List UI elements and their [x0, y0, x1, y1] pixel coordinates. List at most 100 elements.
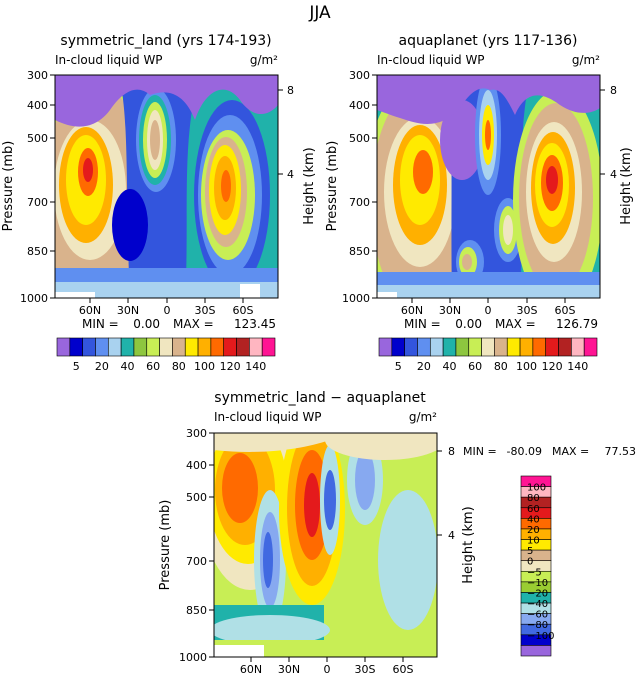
y-tick-label: 500	[349, 132, 370, 145]
colorbar-label: 60	[468, 360, 482, 373]
panel-left-label: In-cloud liquid WP	[377, 53, 485, 67]
y2-axis-label: Height (km)	[461, 506, 476, 583]
colorbar: 5 20 40 60 80 100 120 140	[378, 337, 598, 373]
colorbar-label: 100	[527, 483, 546, 494]
colorbar-swatch	[120, 337, 135, 357]
colorbar-swatch	[184, 337, 199, 357]
x-tick-label: 30S	[517, 304, 538, 317]
colorbar-swatch	[56, 337, 71, 357]
colorbar-swatch	[69, 337, 83, 357]
x-tick-label: 30N	[117, 304, 139, 317]
colorbar-label: −100	[527, 631, 554, 642]
colorbar-swatch	[506, 337, 521, 357]
colorbar-label: 20	[527, 525, 540, 536]
y2-tick-label: 8	[610, 84, 617, 97]
y2-axis-label: Height (km)	[619, 147, 634, 224]
stats-line: MIN = 0.00 MAX = 126.79	[404, 317, 598, 331]
colorbar-label: 5	[527, 546, 533, 557]
colorbar-swatch	[571, 337, 585, 357]
colorbar-swatch	[481, 337, 495, 357]
colorbar-swatch	[494, 337, 508, 357]
max-label: MAX =	[173, 317, 214, 331]
y-tick-label: 400	[186, 459, 207, 472]
min-value: 0.00	[133, 317, 160, 331]
x-axis-ticks: 60N 30N 0 30S 60S	[79, 298, 254, 317]
colorbar-swatch	[442, 337, 457, 357]
y-tick-label: 300	[349, 69, 370, 82]
contour-field	[55, 75, 278, 298]
min-value: 0.00	[455, 317, 482, 331]
x-tick-label: 30N	[439, 304, 461, 317]
colorbar-label: −20	[527, 588, 548, 599]
colorbar-label: 100	[194, 360, 215, 373]
panel-units-label: g/m²	[250, 53, 278, 67]
y2-tick-label: 8	[448, 445, 455, 458]
x-tick-label: 0	[164, 304, 171, 317]
colorbar-label: 20	[95, 360, 109, 373]
colorbar-swatch	[223, 337, 237, 357]
colorbar-swatch	[520, 645, 552, 657]
colorbar-label: 60	[146, 360, 160, 373]
colorbar-label: 5	[73, 360, 80, 373]
x-tick-label: 0	[485, 304, 492, 317]
y-tick-label: 1000	[179, 651, 207, 664]
colorbar-swatch	[249, 337, 263, 357]
min-value: -80.09	[507, 445, 542, 458]
y-tick-label: 850	[349, 245, 370, 258]
y2-axis-ticks: 8 4	[278, 84, 294, 181]
y-tick-label: 500	[186, 491, 207, 504]
y2-tick-label: 4	[448, 529, 455, 542]
colorbar-swatch	[468, 337, 482, 357]
y-tick-label: 1000	[342, 292, 370, 305]
y-tick-label: 850	[186, 604, 207, 617]
y-tick-label: 1000	[20, 292, 48, 305]
x-tick-label: 60N	[401, 304, 423, 317]
colorbar-swatch	[532, 337, 547, 357]
colorbar-label: 40	[443, 360, 457, 373]
y-tick-label: 500	[27, 132, 48, 145]
colorbar-label: 120	[542, 360, 563, 373]
figure-title: JJA	[308, 3, 331, 23]
colorbar-swatch	[236, 337, 250, 357]
colorbar-label: 80	[494, 360, 508, 373]
colorbar-label: −60	[527, 610, 548, 621]
y2-axis-ticks: 8 4	[600, 84, 617, 181]
x-tick-label: 60S	[393, 663, 414, 676]
colorbar-label: 0	[527, 557, 533, 568]
colorbar-swatch	[429, 337, 444, 357]
colorbar-swatch	[545, 337, 559, 357]
colorbar-swatch	[404, 337, 418, 357]
colorbar-swatch	[95, 337, 109, 357]
y2-tick-label: 8	[287, 84, 294, 97]
min-label: MIN =	[463, 445, 497, 458]
colorbar-label: −80	[527, 620, 548, 631]
panel-units-label: g/m²	[572, 53, 600, 67]
panel-title: aquaplanet (yrs 117-136)	[399, 33, 578, 49]
colorbar-swatch	[391, 337, 405, 357]
colorbar-label: 40	[527, 514, 540, 525]
stats-line: MIN = -80.09 MAX = 77.53	[463, 445, 636, 458]
panel-title: symmetric_land − aquaplanet	[214, 390, 426, 406]
colorbar-label: 120	[220, 360, 241, 373]
y-tick-label: 700	[349, 196, 370, 209]
colorbar-label: 20	[417, 360, 431, 373]
max-label: MAX =	[552, 445, 589, 458]
colorbar-label: 80	[172, 360, 186, 373]
y-tick-label: 400	[27, 99, 48, 112]
y2-tick-label: 4	[287, 168, 294, 181]
max-value: 123.45	[234, 317, 276, 331]
x-tick-label: 60S	[555, 304, 576, 317]
colorbar-swatch	[261, 337, 276, 357]
y-tick-label: 700	[186, 555, 207, 568]
y-axis-ticks: 300 400 500 700 850 1000	[20, 69, 55, 305]
x-tick-label: 0	[324, 663, 331, 676]
colorbar-swatch	[520, 549, 552, 562]
panel-left-label: In-cloud liquid WP	[55, 53, 163, 67]
panel-frame	[213, 432, 438, 658]
panel-left-label: In-cloud liquid WP	[214, 410, 322, 424]
colorbar-label: 140	[245, 360, 266, 373]
colorbar-label: −5	[527, 567, 542, 578]
contour-field	[214, 433, 437, 657]
max-value: 126.79	[556, 317, 598, 331]
